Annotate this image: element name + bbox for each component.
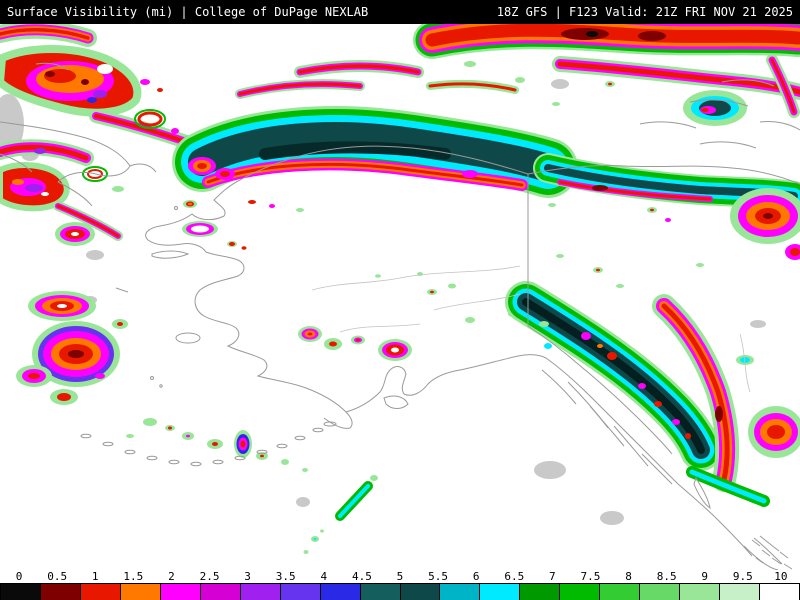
colorbar-tick-label: 9 [701, 570, 709, 583]
colorbar-segment [440, 584, 481, 600]
colorbar-tick-label: 3.5 [275, 570, 296, 583]
colorbar-tick-label: 2 [168, 570, 175, 583]
colorbar-segment [520, 584, 561, 600]
colorbar-tick-label: 5.5 [428, 570, 449, 583]
colorbar-tick-label: 0 [15, 570, 23, 583]
vis-region-southwest [16, 291, 128, 405]
colorbar-tick-label: 7 [549, 570, 556, 583]
colorbar-tick-label: 1.5 [123, 570, 144, 583]
vis-band-northeast [413, 24, 800, 126]
colorbar-tick-labels: 0 0.5 1 1.5 2 2.5 3 3.5 4 4.5 5 5.5 6 6.5 7 7.5 8 8.5 9 9.5… [0, 570, 800, 583]
vis-region-northwest [0, 24, 205, 166]
vis-band-southeast [505, 188, 800, 507]
colorbar-segment [280, 584, 321, 600]
colorbar-segment [120, 584, 161, 600]
colorbar-tick-label: 1 [91, 570, 99, 583]
colorbar-segment [400, 584, 441, 600]
colorbar-segment [680, 584, 721, 600]
map-canvas [0, 24, 800, 570]
coastlines [0, 62, 800, 570]
colorbar-tick-label: 3 [244, 570, 251, 583]
colorbar-segment [360, 584, 401, 600]
colorbar-tick-label: 4.5 [351, 570, 372, 583]
colorbar-segment [240, 584, 281, 600]
colorbar-tick-label: 6.5 [504, 570, 525, 583]
colorbar-tick-label: 8.5 [656, 570, 677, 583]
colorbar-tick-label: 10 [774, 570, 788, 583]
vis-cells-aleutians [126, 418, 308, 472]
colorbar-segment [80, 584, 121, 600]
vis-region-west [0, 162, 124, 246]
colorbar-segment [760, 584, 800, 600]
titlebar: Surface Visibility (mi) | College of DuP… [0, 0, 800, 24]
model-run-info: 18Z GFS | F123 Valid: 21Z FRI NOV 21 202… [496, 5, 793, 19]
colorbar [0, 583, 800, 600]
colorbar-segment [200, 584, 241, 600]
colorbar-segment [560, 584, 601, 600]
colorbar-segment [720, 584, 761, 600]
colorbar-tick-label: 9.5 [732, 570, 753, 583]
colorbar-tick-label: 7.5 [580, 570, 601, 583]
colorbar-segment [640, 584, 681, 600]
colorbar-tick-label: 6 [472, 570, 480, 583]
vis-band-north [172, 60, 800, 212]
colorbar-segment [320, 584, 361, 600]
colorbar-tick-label: 5 [396, 570, 404, 583]
colorbar-segment [600, 584, 641, 600]
vis-cells-interior [182, 200, 704, 361]
vis-cells-gulf [303, 475, 378, 554]
colorbar-segment [160, 584, 201, 600]
colorbar-tick-label: 2.5 [199, 570, 220, 583]
product-title: Surface Visibility (mi) | College of DuP… [7, 5, 369, 19]
colorbar-segment [0, 584, 41, 600]
colorbar-tick-label: 8 [625, 570, 632, 583]
colorbar-tick-label: 4 [320, 570, 328, 583]
colorbar-segment [40, 584, 81, 600]
colorbar-tick-label: 0.5 [47, 570, 68, 583]
colorbar-segment [480, 584, 521, 600]
